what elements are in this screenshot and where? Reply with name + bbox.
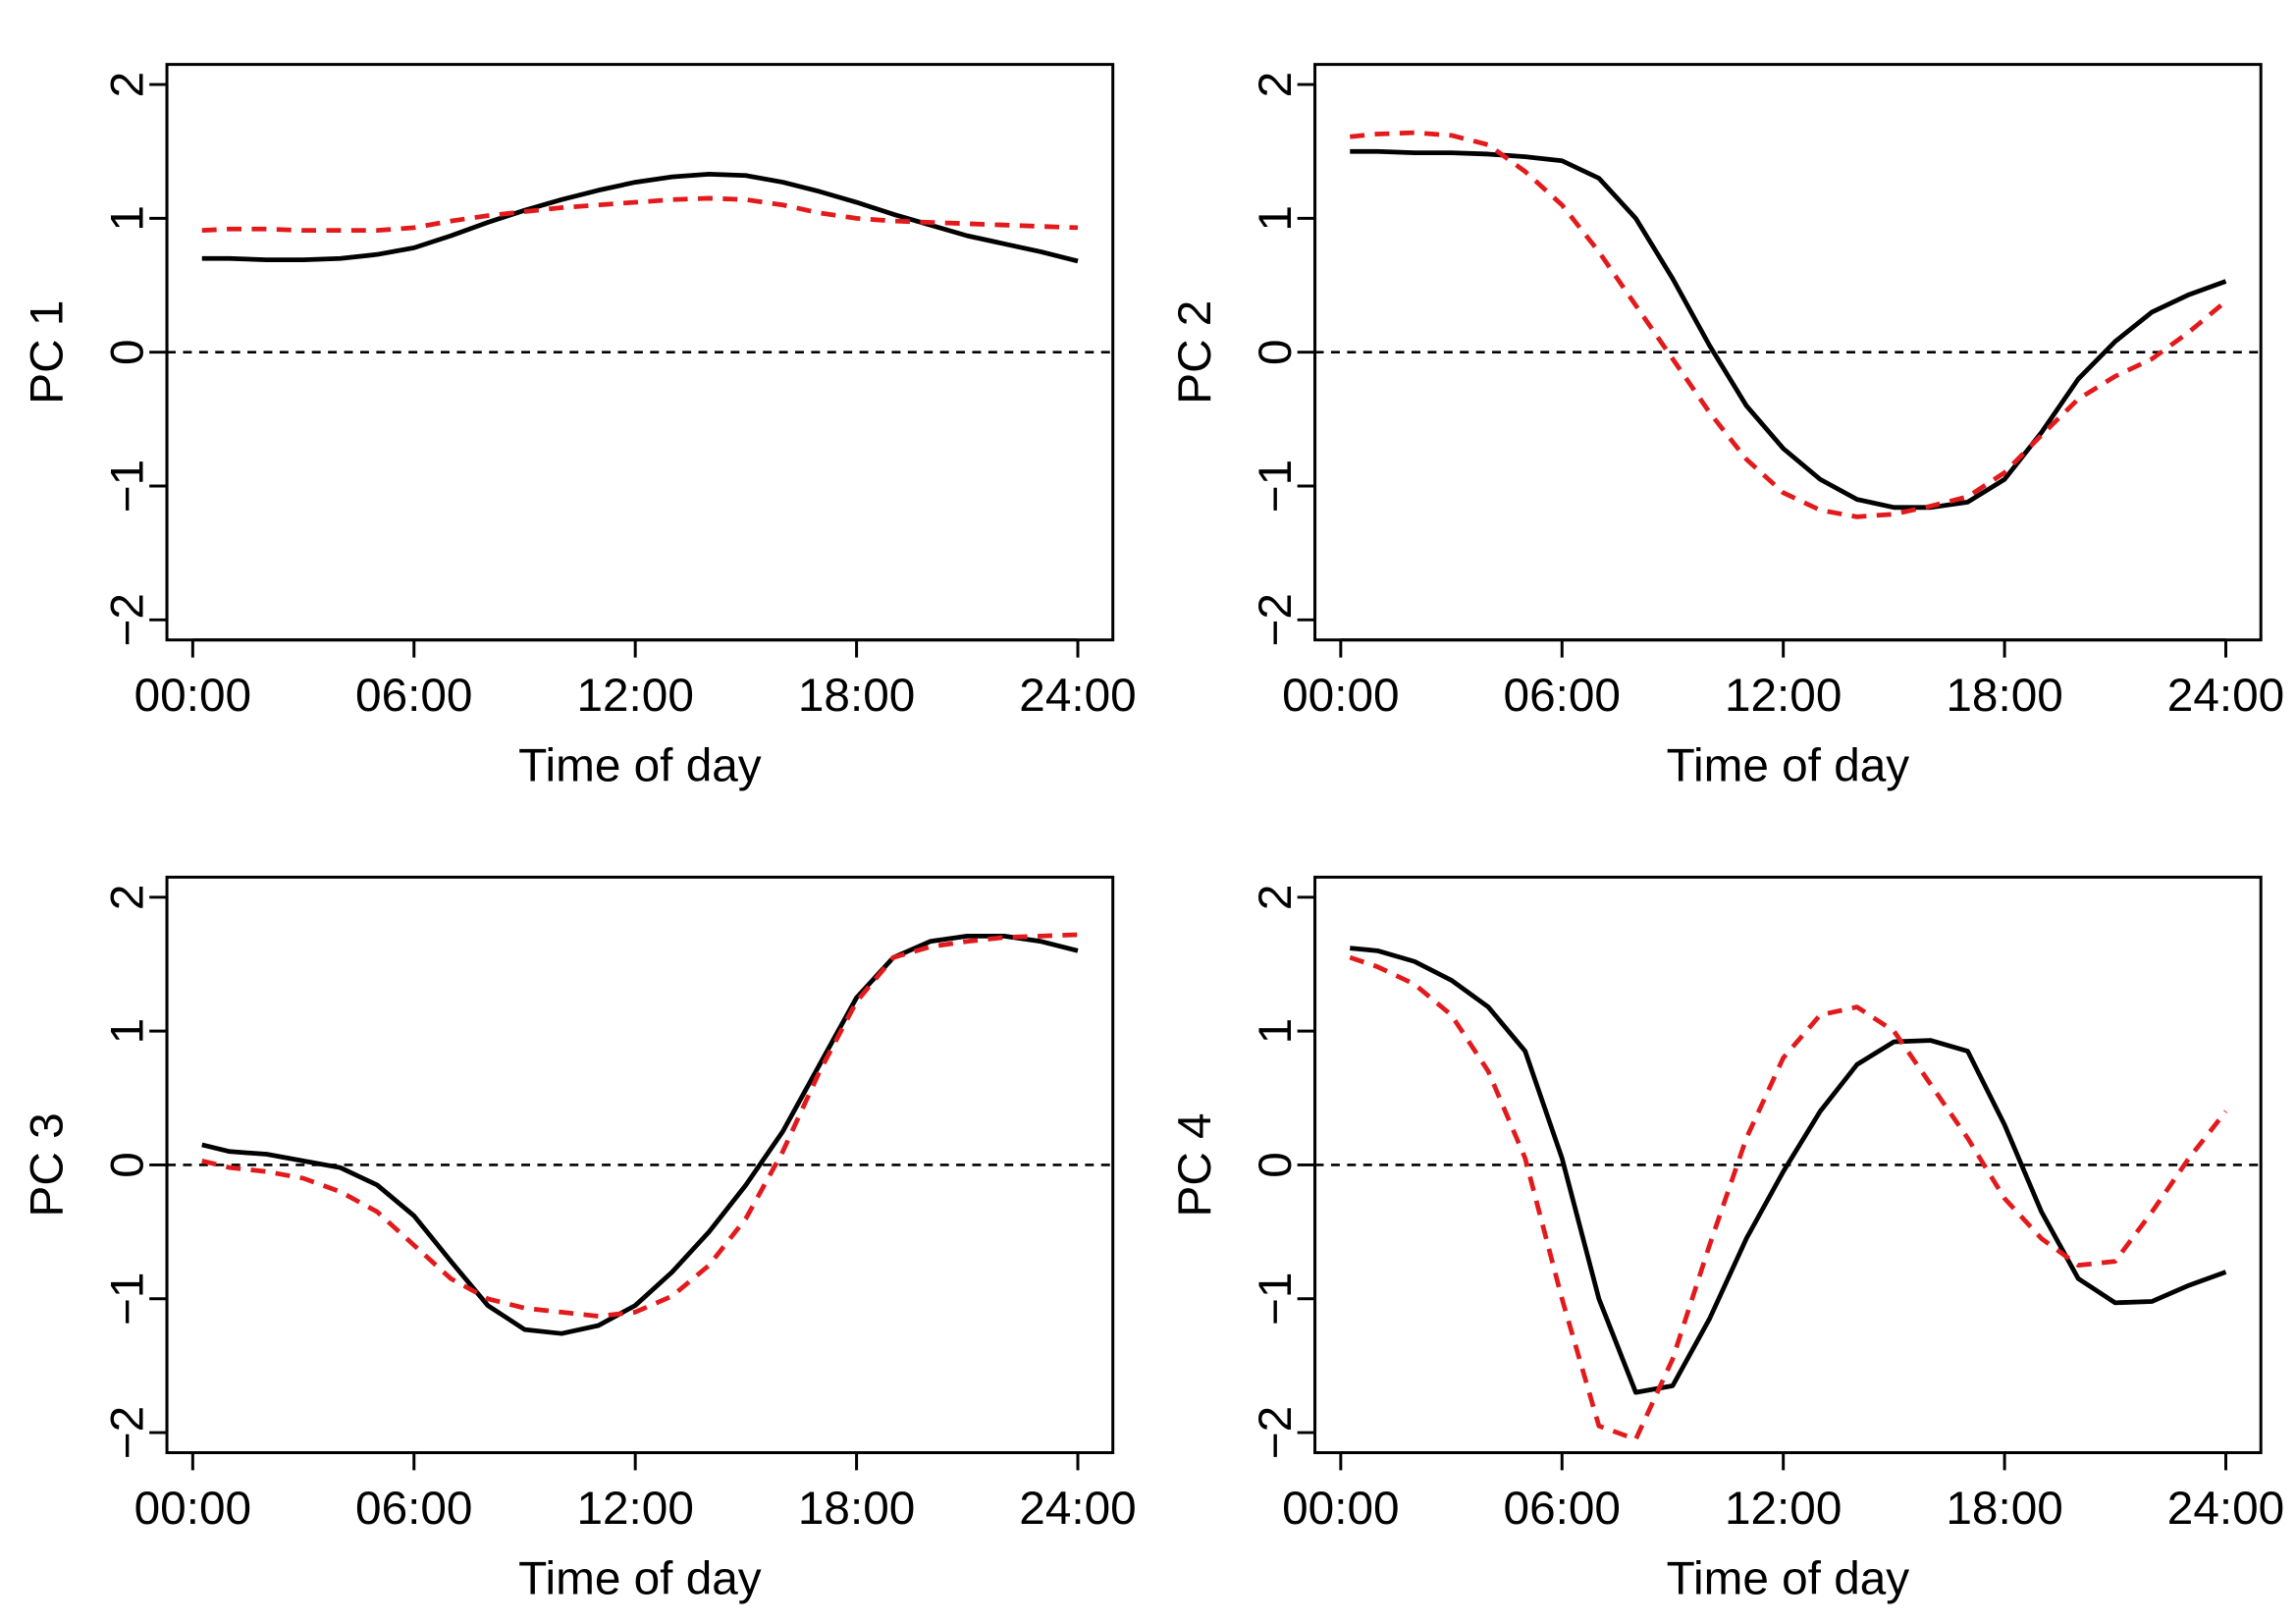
data-line	[1350, 148, 2227, 511]
panel: 00:00 06:00 12:00 18:00 24:00 −2 −1 0 1 2 Time of …	[1169, 875, 2284, 1604]
data-line	[201, 195, 1079, 234]
x-tick-label: 06:00	[1504, 670, 1621, 722]
data-line	[1350, 130, 2228, 519]
y-tick-label: 1	[1250, 1018, 1302, 1045]
y-tick-label: −2	[101, 593, 153, 646]
x-axis-title: Time of day	[518, 740, 762, 792]
y-tick-label: 2	[101, 885, 153, 911]
y-tick-label: −2	[101, 1406, 153, 1459]
x-tick-label: 00:00	[134, 670, 251, 722]
data-line	[201, 933, 1079, 1336]
y-tick-label: −2	[1250, 593, 1302, 646]
y-axis-title: PC 1	[21, 300, 73, 405]
y-tick-label: 0	[1250, 339, 1302, 365]
y-axis-title: PC 2	[1169, 300, 1221, 405]
x-axis-title: Time of day	[1667, 740, 1910, 792]
x-tick-label: 00:00	[1282, 670, 1399, 722]
x-tick-label: 24:00	[1019, 1483, 1136, 1535]
data-line	[1349, 954, 2228, 1442]
x-tick-label: 24:00	[2167, 1483, 2284, 1535]
x-axis-title: Time of day	[518, 1552, 762, 1604]
data-line	[1350, 946, 2227, 1395]
x-tick-label: 18:00	[798, 670, 915, 722]
x-tick-label: 12:00	[576, 670, 693, 722]
y-tick-label: 2	[1250, 885, 1302, 911]
x-tick-label: 00:00	[1282, 1483, 1399, 1535]
y-tick-label: 0	[101, 1152, 153, 1178]
y-axis-title: PC 4	[1169, 1112, 1221, 1217]
data-line	[201, 172, 1079, 264]
panel: 00:00 06:00 12:00 18:00 24:00 −2 −1 0 1 2 Time of …	[1169, 63, 2284, 792]
y-tick-label: −1	[1250, 1272, 1302, 1326]
x-tick-label: 12:00	[1725, 670, 1842, 722]
panel: 00:00 06:00 12:00 18:00 24:00 −2 −1 0 1 2 Time of …	[21, 875, 1137, 1604]
x-tick-label: 00:00	[134, 1483, 251, 1535]
y-tick-label: −1	[101, 460, 153, 513]
x-axis-title: Time of day	[1667, 1552, 1910, 1604]
x-tick-label: 18:00	[1946, 670, 2062, 722]
data-line	[201, 932, 1079, 1319]
x-tick-label: 06:00	[1504, 1483, 1621, 1535]
x-tick-label: 18:00	[798, 1483, 915, 1535]
y-tick-label: 0	[101, 339, 153, 365]
x-tick-label: 12:00	[1725, 1483, 1842, 1535]
x-tick-label: 12:00	[576, 1483, 693, 1535]
x-tick-label: 06:00	[355, 1483, 472, 1535]
y-tick-label: 1	[101, 205, 153, 232]
x-tick-label: 18:00	[1946, 1483, 2062, 1535]
y-tick-label: −1	[101, 1272, 153, 1326]
y-axis-title: PC 3	[21, 1112, 73, 1217]
y-tick-label: 2	[1250, 72, 1302, 98]
panel: 00:00 06:00 12:00 18:00 24:00 −2 −1 0 1 2 Time of …	[21, 63, 1137, 792]
y-tick-label: 1	[101, 1018, 153, 1045]
y-tick-label: −2	[1250, 1406, 1302, 1459]
y-tick-label: −1	[1250, 460, 1302, 513]
x-tick-label: 06:00	[355, 670, 472, 722]
y-tick-label: 0	[1250, 1152, 1302, 1178]
x-tick-label: 24:00	[2167, 670, 2284, 722]
x-tick-label: 24:00	[1019, 670, 1136, 722]
y-tick-label: 1	[1250, 205, 1302, 232]
y-tick-label: 2	[101, 72, 153, 98]
